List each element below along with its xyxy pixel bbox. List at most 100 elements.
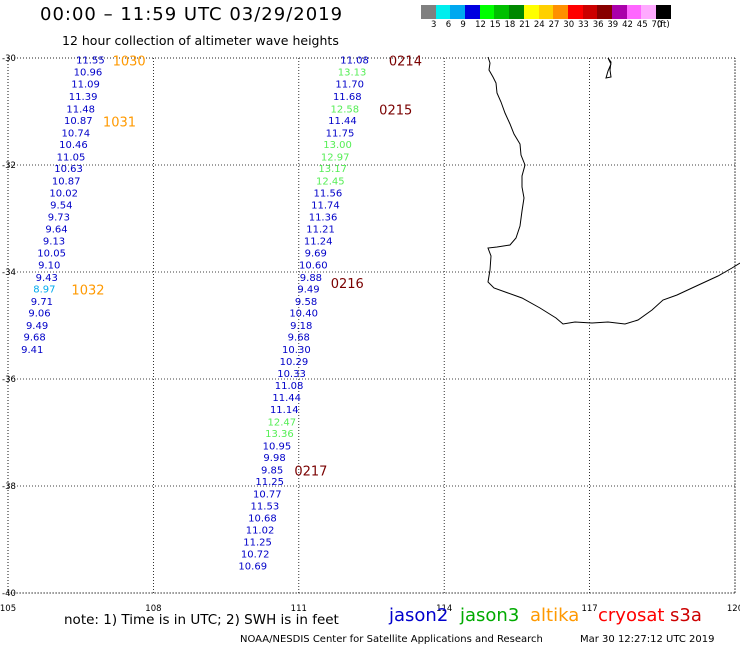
legend-swatch <box>611 5 627 19</box>
wave-height-value: 13.00 <box>323 140 352 151</box>
legend-label: 9 <box>460 20 466 30</box>
wave-height-value: 9.41 <box>21 345 43 356</box>
wave-height-value: 12.97 <box>321 152 350 163</box>
legend-label: 42 <box>622 20 633 30</box>
pass-time-label: 0216 <box>331 277 364 292</box>
wave-height-value: 9.06 <box>28 309 50 320</box>
legend-label: 27 <box>548 20 560 30</box>
legend-label: 39 <box>607 20 619 30</box>
lat-tick-label: -30 <box>2 54 16 64</box>
wave-height-value: 10.68 <box>248 514 277 525</box>
wave-height-value: 11.08 <box>275 381 304 392</box>
wave-height-value: 11.25 <box>255 477 284 488</box>
pass-time-label: 1032 <box>71 284 104 299</box>
wave-height-value: 9.49 <box>26 321 48 332</box>
wave-height-value: 9.10 <box>38 261 60 272</box>
wave-height-value: 10.40 <box>289 309 318 320</box>
legend-label: 21 <box>519 20 531 30</box>
page-subtitle: 12 hour collection of altimeter wave hei… <box>62 33 339 48</box>
legend-label: 33 <box>578 20 589 30</box>
wave-height-value: 10.69 <box>238 562 267 573</box>
lon-tick-label: 108 <box>145 604 161 614</box>
wave-height-value: 9.54 <box>50 201 72 212</box>
lat-tick-label: -36 <box>2 375 16 385</box>
wave-height-value: 9.68 <box>24 333 46 344</box>
wave-height-value: 9.43 <box>36 273 58 284</box>
wave-height-points: 11.5510.9611.0911.3911.4810.8710.7410.46… <box>21 56 369 573</box>
lat-lon-grid: 105 108 111 114 117 120 -30 -32 -34 -36 -38 -40 <box>0 54 740 614</box>
satellite-name: altika <box>530 605 580 626</box>
legend-label: 70 <box>651 20 663 30</box>
wave-height-value: 10.72 <box>241 549 270 560</box>
legend-swatch <box>597 5 612 19</box>
legend-label: 18 <box>504 20 516 30</box>
wave-height-value: 11.53 <box>251 501 280 512</box>
wave-height-value: 9.13 <box>43 236 65 247</box>
wave-height-value: 10.02 <box>49 188 78 199</box>
wave-height-value: 10.87 <box>52 177 81 188</box>
lon-tick-label: 120 <box>727 604 740 614</box>
wave-height-value: 8.97 <box>33 285 55 296</box>
wave-height-value: 10.96 <box>74 67 103 78</box>
units-note: note: 1) Time is in UTC; 2) SWH is in fe… <box>64 612 339 628</box>
wave-height-value: 10.29 <box>280 357 309 368</box>
wave-height-value: 9.98 <box>263 453 285 464</box>
wave-height-value: 9.18 <box>290 321 312 332</box>
wave-height-value: 11.68 <box>333 92 362 103</box>
wave-height-value: 9.64 <box>45 225 67 236</box>
credit-line: NOAA/NESDIS Center for Satellite Applica… <box>240 634 543 645</box>
wave-height-value: 11.24 <box>304 236 333 247</box>
pass-time-label: 0214 <box>389 55 422 70</box>
wave-height-value: 11.02 <box>246 525 275 536</box>
wave-height-value: 11.25 <box>243 538 272 549</box>
satellite-name: cryosat <box>598 605 665 626</box>
page-title: 00:00 – 11:59 UTC 03/29/2019 <box>40 4 344 25</box>
wave-height-value: 10.05 <box>37 249 66 260</box>
wave-height-value: 11.70 <box>335 80 364 91</box>
legend-swatch <box>435 5 451 19</box>
wave-height-value: 11.21 <box>306 225 335 236</box>
lat-tick-label: -38 <box>2 482 16 492</box>
lon-tick-label: 114 <box>436 604 452 614</box>
legend-swatch <box>479 5 495 19</box>
legend-label: 6 <box>445 20 452 30</box>
generated-timestamp: Mar 30 12:27:12 UTC 2019 <box>580 634 715 645</box>
wave-height-value: 12.47 <box>268 417 297 428</box>
wave-height-value: 13.36 <box>265 429 294 440</box>
legend-swatch <box>523 5 539 19</box>
wave-height-value: 11.14 <box>270 405 299 416</box>
wave-height-value: 11.09 <box>71 80 100 91</box>
legend-label: 36 <box>592 20 604 30</box>
legend-swatch <box>582 5 598 19</box>
island-outline <box>605 57 612 79</box>
wave-height-value: 10.87 <box>64 116 93 127</box>
wave-height-value: 9.88 <box>300 273 322 284</box>
legend-swatch <box>465 5 480 19</box>
wave-height-value: 9.58 <box>295 297 317 308</box>
legend-swatches <box>421 5 671 19</box>
wave-height-value: 12.58 <box>331 104 360 115</box>
wave-height-value: 11.75 <box>326 128 355 139</box>
wave-height-value: 11.05 <box>57 152 86 163</box>
legend-swatch <box>494 5 510 19</box>
legend-unit: (ft) <box>656 20 670 30</box>
legend-swatch <box>656 5 671 19</box>
wave-height-value: 10.60 <box>299 261 328 272</box>
lat-tick-label: -40 <box>2 589 16 599</box>
legend-swatch <box>421 5 436 19</box>
lon-tick-label: 117 <box>581 604 597 614</box>
wave-height-value: 9.69 <box>305 249 327 260</box>
lon-tick-label: 111 <box>291 604 307 614</box>
wave-height-value: 11.74 <box>311 201 340 212</box>
wave-height-value: 11.48 <box>66 104 95 115</box>
map-frame <box>7 57 736 594</box>
legend-label: 45 <box>636 20 648 30</box>
satellite-name: jason3 <box>460 605 520 626</box>
wave-height-value: 11.36 <box>309 212 338 223</box>
legend-swatch <box>509 5 524 19</box>
wave-height-value: 9.73 <box>48 212 70 223</box>
wave-height-value: 11.39 <box>69 92 98 103</box>
wave-height-value: 11.44 <box>328 116 357 127</box>
legend-swatch <box>626 5 642 19</box>
